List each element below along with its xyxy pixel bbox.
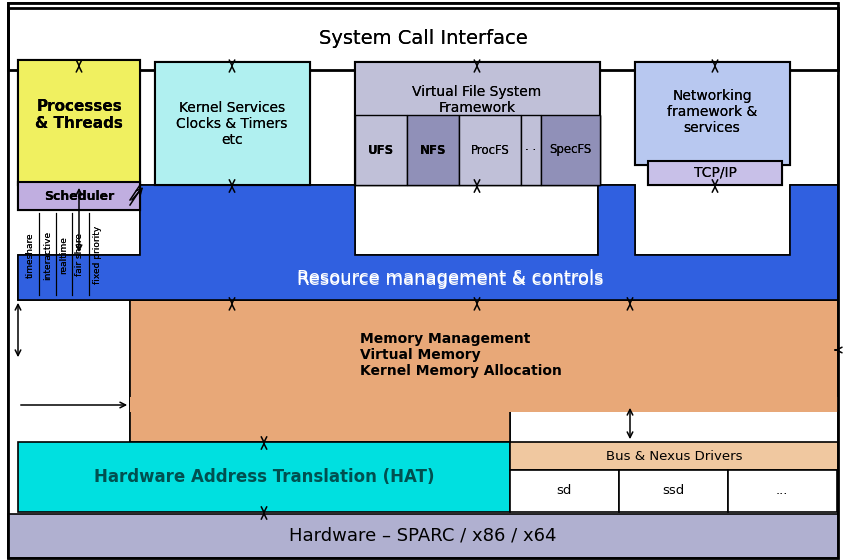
Text: Bus & Nexus Drivers: Bus & Nexus Drivers — [606, 450, 742, 463]
Bar — [648, 161, 782, 185]
Bar — [130, 372, 510, 442]
Text: Resource management & controls: Resource management & controls — [297, 269, 603, 287]
Text: Hardware Address Translation (HAT): Hardware Address Translation (HAT) — [94, 468, 434, 486]
Bar — [155, 62, 310, 185]
Text: TCP/IP: TCP/IP — [694, 166, 736, 180]
Polygon shape — [130, 300, 838, 442]
Bar — [18, 60, 140, 185]
Bar — [728, 470, 837, 512]
Bar — [130, 397, 838, 412]
Bar — [459, 115, 521, 185]
Text: ProcFS: ProcFS — [470, 143, 509, 156]
Text: Processes
& Threads: Processes & Threads — [35, 99, 123, 131]
Text: Scheduler: Scheduler — [44, 189, 114, 203]
Text: Networking
framework &
services: Networking framework & services — [667, 89, 757, 135]
Text: ProcFS: ProcFS — [470, 143, 509, 156]
Bar — [521, 115, 541, 185]
Bar — [130, 300, 838, 405]
Text: interactive: interactive — [43, 230, 52, 279]
Text: ...: ... — [776, 484, 788, 497]
Text: fixed priority: fixed priority — [94, 226, 102, 284]
Polygon shape — [18, 185, 838, 300]
Bar — [407, 115, 459, 185]
Bar — [510, 470, 619, 512]
Text: Memory Management
Virtual Memory
Kernel Memory Allocation: Memory Management Virtual Memory Kernel … — [360, 332, 562, 378]
Bar — [18, 182, 140, 210]
Text: Hardware – SPARC / x86 / x64: Hardware – SPARC / x86 / x64 — [289, 527, 557, 545]
Bar — [635, 62, 790, 165]
Bar — [521, 115, 541, 185]
Text: sd: sd — [557, 484, 572, 497]
Text: interactive: interactive — [43, 230, 52, 279]
Bar — [355, 62, 600, 185]
Bar — [18, 442, 510, 512]
Text: System Call Interface: System Call Interface — [319, 30, 527, 49]
Bar — [8, 514, 838, 558]
Text: timeshare: timeshare — [25, 232, 35, 278]
Bar — [355, 115, 407, 185]
Text: SpecFS: SpecFS — [549, 143, 591, 156]
Text: TCP/IP: TCP/IP — [694, 166, 736, 180]
Bar — [355, 62, 600, 185]
Text: fixed priority: fixed priority — [94, 226, 102, 284]
Bar — [541, 115, 600, 185]
Bar — [407, 115, 459, 185]
Bar — [635, 62, 790, 165]
Text: realtime: realtime — [59, 236, 69, 274]
Bar — [18, 60, 140, 185]
Text: realtime: realtime — [59, 236, 69, 274]
Text: Virtual File System
Framework: Virtual File System Framework — [412, 85, 541, 115]
Bar — [541, 115, 600, 185]
Text: Resource management & controls: Resource management & controls — [297, 271, 603, 289]
Text: · ·: · · — [525, 143, 536, 156]
Text: UFS: UFS — [368, 143, 394, 156]
Bar — [18, 182, 140, 210]
Text: fair share: fair share — [75, 234, 85, 277]
Text: Kernel Services
Clocks & Timers
etc: Kernel Services Clocks & Timers etc — [176, 101, 288, 147]
Bar — [355, 115, 407, 185]
Text: fair share: fair share — [75, 234, 85, 277]
Text: Processes
& Threads: Processes & Threads — [35, 99, 123, 131]
Text: Virtual File System
Framework: Virtual File System Framework — [412, 85, 541, 115]
Bar — [459, 115, 521, 185]
Text: ssd: ssd — [662, 484, 684, 497]
Text: timeshare: timeshare — [25, 232, 35, 278]
Bar — [155, 62, 310, 185]
Bar — [510, 442, 838, 470]
Text: Networking
framework &
services: Networking framework & services — [667, 89, 757, 135]
Text: Kernel Services
Clocks & Timers
etc: Kernel Services Clocks & Timers etc — [176, 101, 288, 147]
Text: Scheduler: Scheduler — [44, 189, 114, 203]
Bar — [619, 470, 728, 512]
Bar — [8, 5, 838, 75]
Polygon shape — [18, 185, 838, 300]
Text: UFS: UFS — [368, 143, 394, 156]
Bar — [648, 161, 782, 185]
Text: NFS: NFS — [420, 143, 446, 156]
Text: SpecFS: SpecFS — [549, 143, 591, 156]
Bar — [8, 8, 838, 70]
Text: NFS: NFS — [420, 143, 446, 156]
Text: System Call Interface: System Call Interface — [319, 30, 527, 49]
Text: · ·: · · — [525, 143, 536, 156]
